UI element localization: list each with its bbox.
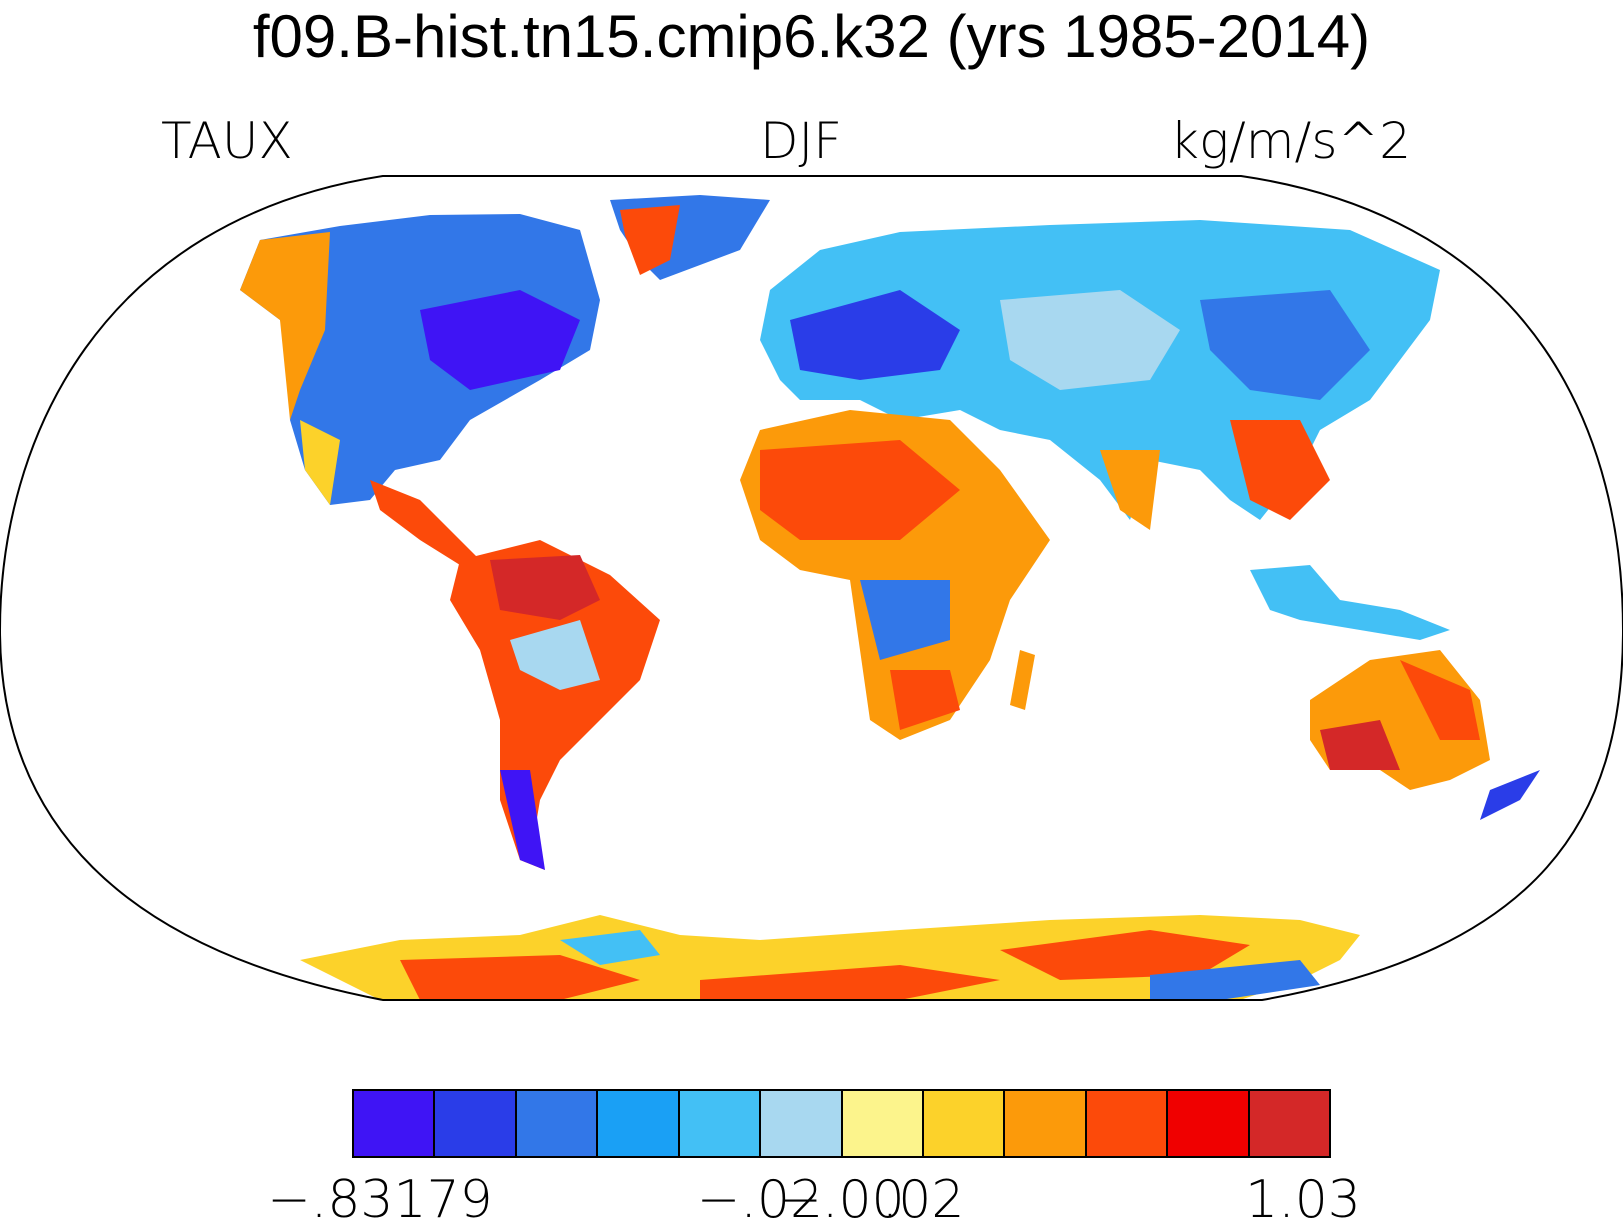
colorbar-box — [1168, 1091, 1250, 1156]
south-america — [450, 540, 660, 870]
colorbar-box — [598, 1091, 680, 1156]
variable-label: TAUX — [161, 112, 293, 170]
map-boundary — [0, 175, 1623, 1001]
colorbar-box — [1249, 1091, 1330, 1156]
colorbar-box — [516, 1091, 599, 1156]
units-label: kg/m/s^2 — [1170, 112, 1412, 170]
colorbar-box — [842, 1091, 924, 1156]
madagascar — [1010, 650, 1035, 710]
colorbar-box — [923, 1091, 1006, 1156]
colorbar-box — [435, 1091, 517, 1156]
colorbar-box — [354, 1091, 436, 1156]
colorbar-box — [679, 1091, 762, 1156]
land-fill — [240, 195, 1540, 1000]
colorbar-tick-label: −.83179 — [267, 1170, 493, 1230]
season-label: DJF — [760, 112, 843, 170]
colorbar — [352, 1089, 1331, 1158]
map-title: f09.B-hist.tn15.cmip6.k32 (yrs 1985-2014… — [252, 3, 1371, 70]
colorbar-box — [1086, 1091, 1169, 1156]
colorbar-tick-label: .02 — [881, 1170, 965, 1230]
colorbar-tick-label: 1.03 — [1245, 1170, 1361, 1230]
new-zealand — [1480, 770, 1540, 820]
indonesia — [1250, 565, 1450, 640]
colorbar-box — [761, 1091, 843, 1156]
colorbar-box — [1005, 1091, 1087, 1156]
north-america — [240, 214, 600, 505]
central-america — [370, 480, 480, 565]
